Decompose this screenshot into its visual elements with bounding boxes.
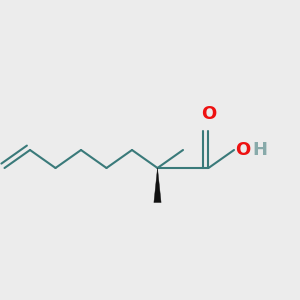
- Text: O: O: [236, 141, 251, 159]
- Polygon shape: [154, 168, 161, 203]
- Text: H: H: [252, 141, 267, 159]
- Text: O: O: [201, 105, 216, 123]
